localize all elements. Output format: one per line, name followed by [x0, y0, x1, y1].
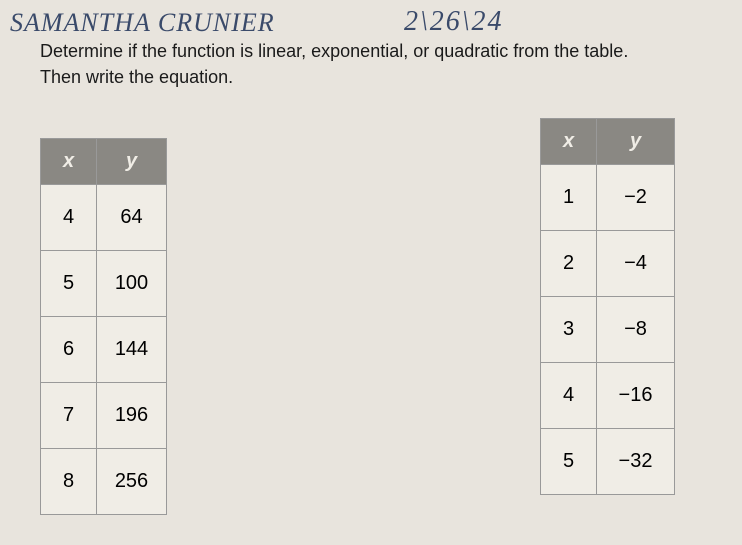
instruction-text: Determine if the function is linear, exp…	[40, 38, 712, 90]
table1-cell-y: 144	[97, 317, 167, 383]
table-row: 3−8	[541, 297, 675, 363]
table2-cell-y: −2	[597, 165, 675, 231]
data-table-2: xy1−22−43−84−165−32	[540, 118, 675, 495]
table-row: 5100	[41, 251, 167, 317]
table2-cell-x: 2	[541, 231, 597, 297]
handwritten-date: 2\26\24	[404, 6, 504, 38]
table2-cell-x: 5	[541, 429, 597, 495]
instruction-line-1: Determine if the function is linear, exp…	[40, 41, 628, 61]
table2-cell-y: −16	[597, 363, 675, 429]
table2-cell-y: −32	[597, 429, 675, 495]
table1-cell-x: 8	[41, 449, 97, 515]
table2-cell-x: 1	[541, 165, 597, 231]
table1-cell-y: 64	[97, 185, 167, 251]
table-row: 6144	[41, 317, 167, 383]
table1-header-y: y	[97, 139, 167, 185]
table-row: 8256	[41, 449, 167, 515]
table2-cell-y: −4	[597, 231, 675, 297]
data-table-1: xy4645100614471968256	[40, 138, 167, 515]
table2-cell-x: 4	[541, 363, 597, 429]
handwritten-name: SAMANTHA CRUNIER	[10, 8, 275, 38]
table-row: 1−2	[541, 165, 675, 231]
table2-cell-x: 3	[541, 297, 597, 363]
table1-cell-x: 4	[41, 185, 97, 251]
table-row: 4−16	[541, 363, 675, 429]
table2-header-x: x	[541, 119, 597, 165]
instruction-line-2: Then write the equation.	[40, 67, 233, 87]
table1-cell-x: 7	[41, 383, 97, 449]
table1-cell-y: 196	[97, 383, 167, 449]
table1-cell-y: 256	[97, 449, 167, 515]
table-row: 464	[41, 185, 167, 251]
table1-cell-x: 6	[41, 317, 97, 383]
table-row: 7196	[41, 383, 167, 449]
table2-cell-y: −8	[597, 297, 675, 363]
table1-cell-y: 100	[97, 251, 167, 317]
table-row: 2−4	[541, 231, 675, 297]
table-row: 5−32	[541, 429, 675, 495]
table1-cell-x: 5	[41, 251, 97, 317]
table1-header-x: x	[41, 139, 97, 185]
table2-header-y: y	[597, 119, 675, 165]
